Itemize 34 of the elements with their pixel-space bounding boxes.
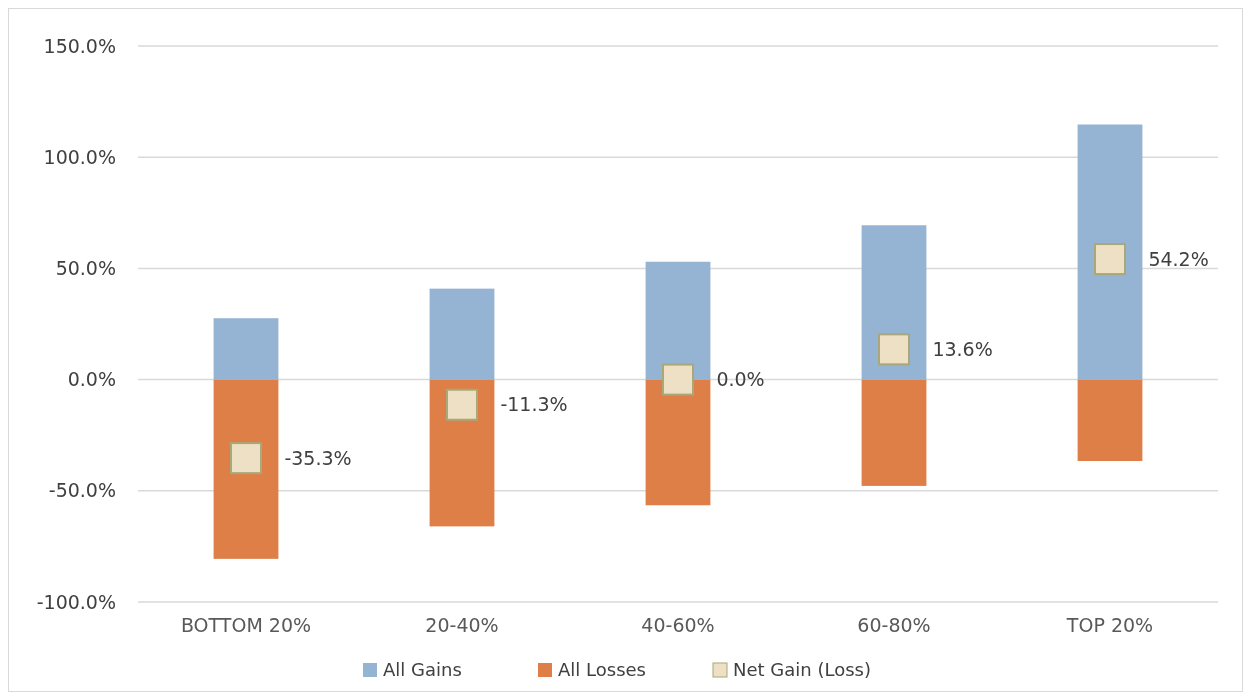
x-tick-label: 20-40% <box>425 614 499 636</box>
point <box>662 363 694 396</box>
x-tick-label: 40-60% <box>641 614 715 636</box>
bar <box>429 288 495 380</box>
point <box>446 388 478 421</box>
data-label: 13.6% <box>932 338 993 360</box>
y-tick-label: 50.0% <box>55 257 116 280</box>
y-tick-label: 150.0% <box>43 34 116 57</box>
legend-label: All Gains <box>383 659 462 681</box>
legend-label: All Losses <box>558 659 646 681</box>
bar <box>645 379 711 506</box>
bar <box>861 225 927 380</box>
point <box>230 442 262 475</box>
bar <box>213 379 279 559</box>
y-tick-label: 100.0% <box>43 145 116 168</box>
bar <box>1077 124 1143 380</box>
y-tick-label: -100.0% <box>36 590 116 613</box>
data-label: 0.0% <box>716 368 765 391</box>
point <box>1094 243 1126 276</box>
bar <box>1077 379 1143 461</box>
legend-label: Net Gain (Loss) <box>733 659 871 681</box>
bar <box>429 379 495 527</box>
x-tick-label: 60-80% <box>857 614 931 636</box>
y-tick-label: -50.0% <box>48 479 116 502</box>
data-label: -11.3% <box>500 393 568 416</box>
data-label: -35.3% <box>284 446 352 469</box>
bar <box>861 379 927 486</box>
data-label: 54.2% <box>1148 247 1209 270</box>
y-tick-label: 0.0% <box>67 368 116 391</box>
bar <box>645 261 711 380</box>
point <box>878 333 910 366</box>
bar <box>213 318 279 380</box>
x-tick-label: TOP 20% <box>1065 614 1154 636</box>
x-tick-label: BOTTOM 20% <box>180 614 312 636</box>
